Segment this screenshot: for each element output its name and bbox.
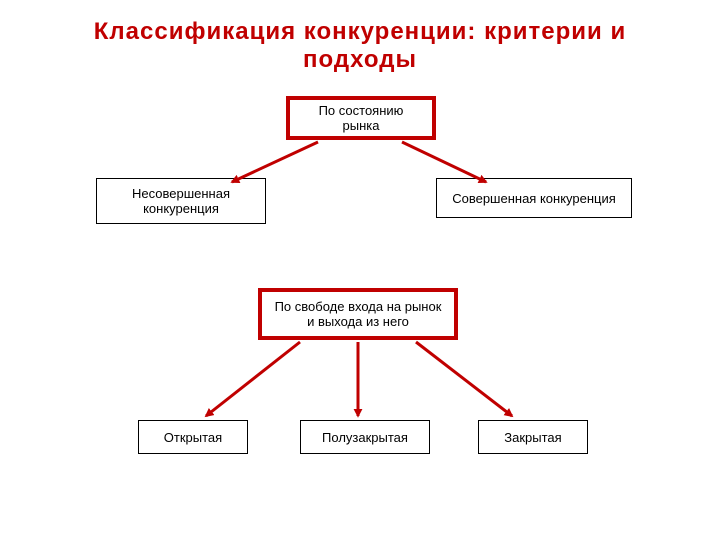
leaf-box-semiclosed: Полузакрытая [300,420,430,454]
title-line2: подходы [0,46,720,74]
arrows-layer [0,0,720,540]
root-box-entry-freedom: По свободе входа на рынок и выхода из не… [258,288,458,340]
leaf-box-perfect: Совершенная конкуренция [436,178,632,218]
title-line1: Классификация конкуренции: критерии и [0,18,720,46]
leaf-box-open-label: Открытая [164,430,222,445]
leaf-box-open: Открытая [138,420,248,454]
leaf-box-perfect-label: Совершенная конкуренция [452,191,616,206]
leaf-box-imperfect: Несовершенная конкуренция [96,178,266,224]
leaf-box-imperfect-label: Несовершенная конкуренция [107,186,255,216]
leaf-box-closed: Закрытая [478,420,588,454]
slide-title: Классификация конкуренции: критерии и по… [0,18,720,74]
leaf-box-semiclosed-label: Полузакрытая [322,430,408,445]
root-box-market-state: По состоянию рынка [286,96,436,140]
root-box-market-state-label: По состоянию рынка [300,103,422,133]
root-box-entry-freedom-label: По свободе входа на рынок и выхода из не… [272,299,444,329]
leaf-box-closed-label: Закрытая [504,430,561,445]
